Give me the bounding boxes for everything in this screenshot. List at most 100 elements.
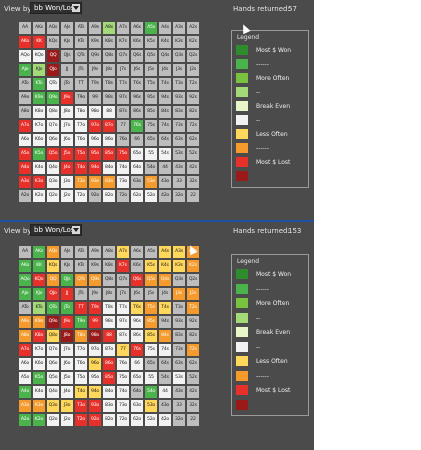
hand-cell[interactable]: 99 <box>89 92 101 104</box>
hand-cell[interactable]: 43o <box>159 176 171 188</box>
hand-cell[interactable]: 63s <box>173 134 185 146</box>
hand-cell[interactable]: 53o <box>145 176 157 188</box>
hand-cell[interactable]: 52o <box>145 190 157 202</box>
hand-cell[interactable]: QTo <box>47 302 59 314</box>
hand-cell[interactable]: A6o <box>19 358 31 370</box>
hand-cell[interactable]: QJo <box>47 64 59 76</box>
hand-cell[interactable]: T3s <box>173 302 185 314</box>
hand-cell[interactable]: 63s <box>173 358 185 370</box>
hand-cell[interactable]: KTs <box>75 260 87 272</box>
hand-cell[interactable]: 77 <box>117 344 129 356</box>
hand-cell[interactable]: KQo <box>33 50 45 62</box>
hand-cell[interactable]: 44 <box>159 162 171 174</box>
hand-cell[interactable]: ATs <box>75 22 87 34</box>
hand-cell[interactable]: A2o <box>19 414 31 426</box>
hand-cell[interactable]: 32o <box>173 190 185 202</box>
hand-cell[interactable]: T9o <box>75 316 87 328</box>
hand-cell[interactable]: 86s <box>131 106 143 118</box>
hand-cell[interactable]: 98s <box>103 316 115 328</box>
hand-cell[interactable]: A6o <box>19 134 31 146</box>
hand-cell[interactable]: AQs <box>47 246 59 258</box>
hand-cell[interactable]: K7o <box>33 120 45 132</box>
hand-cell[interactable]: A7o <box>19 120 31 132</box>
view-by-select[interactable]: bb Won/Lost <box>30 224 82 236</box>
hand-cell[interactable]: 88 <box>103 330 115 342</box>
hand-cell[interactable]: J4o <box>61 386 73 398</box>
hand-cell[interactable]: 54o <box>145 386 157 398</box>
hand-cell[interactable]: J4o <box>61 162 73 174</box>
hand-cell[interactable]: 44 <box>159 386 171 398</box>
hand-cell[interactable]: 53s <box>173 372 185 384</box>
hand-cell[interactable]: Q8o <box>47 106 59 118</box>
hand-cell[interactable]: T5o <box>75 372 87 384</box>
hand-cell[interactable]: ATo <box>19 302 31 314</box>
hand-cell[interactable]: Q4o <box>47 162 59 174</box>
hand-cell[interactable]: AKo <box>19 260 31 272</box>
hand-cell[interactable]: KJo <box>33 288 45 300</box>
hand-cell[interactable]: T9s <box>89 78 101 90</box>
hand-cell[interactable]: 32s <box>187 400 199 412</box>
hand-cell[interactable]: J7o <box>61 344 73 356</box>
hand-cell[interactable]: T2o <box>75 190 87 202</box>
hand-cell[interactable]: QQ <box>47 274 59 286</box>
hand-cell[interactable]: J5s <box>145 288 157 300</box>
hand-cell[interactable]: J7s <box>117 64 129 76</box>
hand-cell[interactable]: 55 <box>145 148 157 160</box>
hand-cell[interactable]: 65o <box>131 148 143 160</box>
hand-cell[interactable]: QTs <box>75 50 87 62</box>
hand-cell[interactable]: K5s <box>145 260 157 272</box>
hand-cell[interactable]: KTo <box>33 302 45 314</box>
hand-cell[interactable]: 72o <box>117 190 129 202</box>
hand-cell[interactable]: TT <box>75 302 87 314</box>
hand-cell[interactable]: A9s <box>89 22 101 34</box>
hand-cell[interactable]: J6s <box>131 288 143 300</box>
hand-cell[interactable]: Q9o <box>47 92 59 104</box>
hand-cell[interactable]: AKo <box>19 36 31 48</box>
hand-cell[interactable]: J2s <box>187 64 199 76</box>
hand-cell[interactable]: 96s <box>131 92 143 104</box>
hand-cell[interactable]: JTo <box>61 302 73 314</box>
hand-cell[interactable]: 87o <box>103 120 115 132</box>
hand-cell[interactable]: Q8o <box>47 330 59 342</box>
hand-cell[interactable]: 86s <box>131 330 143 342</box>
hand-cell[interactable]: 84o <box>103 386 115 398</box>
hand-cell[interactable]: 54o <box>145 162 157 174</box>
hand-cell[interactable]: A8o <box>19 106 31 118</box>
hand-cell[interactable]: J6o <box>61 358 73 370</box>
hand-cell[interactable]: Q3s <box>173 274 185 286</box>
hand-cell[interactable]: 75o <box>117 372 129 384</box>
hand-cell[interactable]: 97o <box>89 344 101 356</box>
hand-cell[interactable]: 83o <box>103 176 115 188</box>
hand-cell[interactable]: T6o <box>75 358 87 370</box>
hand-cell[interactable]: QQ <box>47 50 59 62</box>
hand-cell[interactable]: K3s <box>173 260 185 272</box>
hand-cell[interactable]: Q9s <box>89 50 101 62</box>
hand-cell[interactable]: ATo <box>19 78 31 90</box>
hand-cell[interactable]: T2s <box>187 302 199 314</box>
hand-cell[interactable]: K6s <box>131 36 143 48</box>
hand-cell[interactable]: 65o <box>131 372 143 384</box>
hand-cell[interactable]: T8o <box>75 106 87 118</box>
hand-cell[interactable]: 64s <box>159 134 171 146</box>
hand-cell[interactable]: 62o <box>131 190 143 202</box>
hand-cell[interactable]: AQs <box>47 22 59 34</box>
hand-cell[interactable]: 72s <box>187 120 199 132</box>
hand-cell[interactable]: 82o <box>103 190 115 202</box>
hand-cell[interactable]: J8s <box>103 288 115 300</box>
hand-cell[interactable]: Q4s <box>159 274 171 286</box>
hand-cell[interactable]: 66 <box>131 358 143 370</box>
hand-cell[interactable]: Q5o <box>47 148 59 160</box>
hand-cell[interactable]: J7s <box>117 288 129 300</box>
hand-cell[interactable]: AQo <box>19 50 31 62</box>
hand-cell[interactable]: Q5o <box>47 372 59 384</box>
hand-cell[interactable]: 75o <box>117 148 129 160</box>
chevron-down-icon[interactable] <box>72 4 80 12</box>
hand-cell[interactable]: A5s <box>145 246 157 258</box>
hand-cell[interactable]: AJs <box>61 246 73 258</box>
hand-cell[interactable]: Q8s <box>103 50 115 62</box>
hand-cell[interactable]: Q7o <box>47 120 59 132</box>
hand-cell[interactable]: A5o <box>19 148 31 160</box>
hand-cell[interactable]: A6s <box>131 22 143 34</box>
hand-cell[interactable]: 74s <box>159 344 171 356</box>
hand-cell[interactable]: A3s <box>173 22 185 34</box>
